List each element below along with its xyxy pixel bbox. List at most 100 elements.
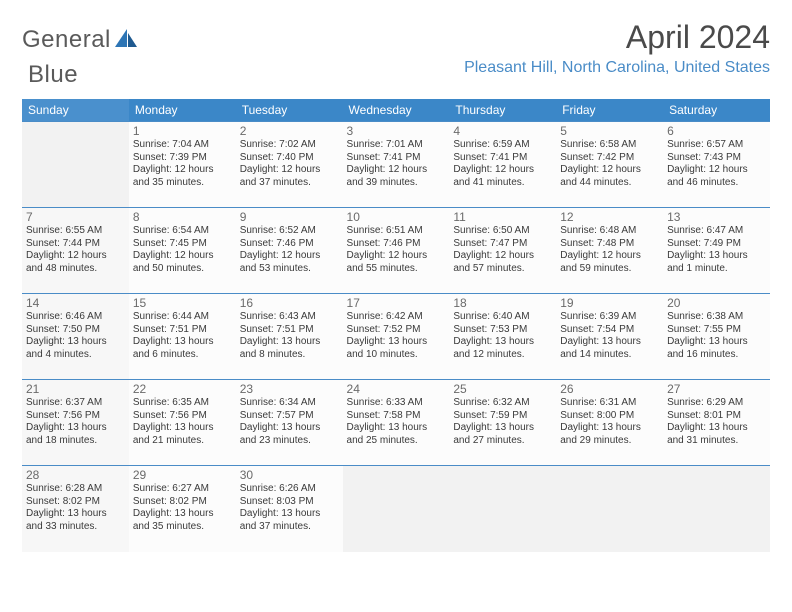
- calendar-day-cell: 21Sunrise: 6:37 AMSunset: 7:56 PMDayligh…: [22, 380, 129, 466]
- day-info: Sunrise: 6:48 AMSunset: 7:48 PMDaylight:…: [560, 225, 659, 275]
- sunset-text: Sunset: 7:41 PM: [347, 152, 446, 165]
- calendar-empty-cell: [449, 466, 556, 552]
- calendar-day-cell: 1Sunrise: 7:04 AMSunset: 7:39 PMDaylight…: [129, 122, 236, 208]
- sunset-text: Sunset: 7:48 PM: [560, 238, 659, 251]
- calendar-day-cell: 14Sunrise: 6:46 AMSunset: 7:50 PMDayligh…: [22, 294, 129, 380]
- calendar-day-cell: 5Sunrise: 6:58 AMSunset: 7:42 PMDaylight…: [556, 122, 663, 208]
- day-number: 8: [133, 210, 232, 224]
- calendar-header-row: SundayMondayTuesdayWednesdayThursdayFrid…: [22, 99, 770, 122]
- sunrise-text: Sunrise: 7:02 AM: [240, 139, 339, 152]
- sail-icon: [113, 27, 139, 54]
- day-number: 27: [667, 382, 766, 396]
- daylight-text: Daylight: 13 hours and 14 minutes.: [560, 336, 659, 361]
- daylight-text: Daylight: 12 hours and 39 minutes.: [347, 164, 446, 189]
- daylight-text: Daylight: 12 hours and 37 minutes.: [240, 164, 339, 189]
- sunset-text: Sunset: 7:59 PM: [453, 410, 552, 423]
- day-number: 3: [347, 124, 446, 138]
- sunrise-text: Sunrise: 6:33 AM: [347, 397, 446, 410]
- calendar-day-cell: 7Sunrise: 6:55 AMSunset: 7:44 PMDaylight…: [22, 208, 129, 294]
- daylight-text: Daylight: 13 hours and 6 minutes.: [133, 336, 232, 361]
- sunset-text: Sunset: 7:51 PM: [240, 324, 339, 337]
- sunrise-text: Sunrise: 6:32 AM: [453, 397, 552, 410]
- calendar-day-cell: 10Sunrise: 6:51 AMSunset: 7:46 PMDayligh…: [343, 208, 450, 294]
- calendar-day-cell: 3Sunrise: 7:01 AMSunset: 7:41 PMDaylight…: [343, 122, 450, 208]
- sunset-text: Sunset: 7:47 PM: [453, 238, 552, 251]
- sunset-text: Sunset: 7:55 PM: [667, 324, 766, 337]
- day-number: 29: [133, 468, 232, 482]
- day-info: Sunrise: 6:47 AMSunset: 7:49 PMDaylight:…: [667, 225, 766, 275]
- daylight-text: Daylight: 13 hours and 18 minutes.: [26, 422, 125, 447]
- day-info: Sunrise: 6:33 AMSunset: 7:58 PMDaylight:…: [347, 397, 446, 447]
- calendar-day-cell: 6Sunrise: 6:57 AMSunset: 7:43 PMDaylight…: [663, 122, 770, 208]
- calendar-day-cell: 4Sunrise: 6:59 AMSunset: 7:41 PMDaylight…: [449, 122, 556, 208]
- daylight-text: Daylight: 13 hours and 10 minutes.: [347, 336, 446, 361]
- calendar-day-cell: 29Sunrise: 6:27 AMSunset: 8:02 PMDayligh…: [129, 466, 236, 552]
- sunset-text: Sunset: 7:43 PM: [667, 152, 766, 165]
- day-info: Sunrise: 6:29 AMSunset: 8:01 PMDaylight:…: [667, 397, 766, 447]
- calendar-week-row: 7Sunrise: 6:55 AMSunset: 7:44 PMDaylight…: [22, 208, 770, 294]
- day-info: Sunrise: 6:58 AMSunset: 7:42 PMDaylight:…: [560, 139, 659, 189]
- day-number: 15: [133, 296, 232, 310]
- day-info: Sunrise: 7:04 AMSunset: 7:39 PMDaylight:…: [133, 139, 232, 189]
- sunset-text: Sunset: 7:56 PM: [26, 410, 125, 423]
- sunrise-text: Sunrise: 6:43 AM: [240, 311, 339, 324]
- day-info: Sunrise: 7:01 AMSunset: 7:41 PMDaylight:…: [347, 139, 446, 189]
- day-number: 28: [26, 468, 125, 482]
- day-number: 17: [347, 296, 446, 310]
- day-number: 20: [667, 296, 766, 310]
- day-number: 13: [667, 210, 766, 224]
- calendar-day-cell: 20Sunrise: 6:38 AMSunset: 7:55 PMDayligh…: [663, 294, 770, 380]
- day-info: Sunrise: 6:31 AMSunset: 8:00 PMDaylight:…: [560, 397, 659, 447]
- sunrise-text: Sunrise: 6:29 AM: [667, 397, 766, 410]
- calendar-day-cell: 8Sunrise: 6:54 AMSunset: 7:45 PMDaylight…: [129, 208, 236, 294]
- calendar-week-row: 28Sunrise: 6:28 AMSunset: 8:02 PMDayligh…: [22, 466, 770, 552]
- calendar-day-cell: 27Sunrise: 6:29 AMSunset: 8:01 PMDayligh…: [663, 380, 770, 466]
- weekday-header: Tuesday: [236, 99, 343, 122]
- sunrise-text: Sunrise: 6:50 AM: [453, 225, 552, 238]
- sunrise-text: Sunrise: 6:27 AM: [133, 483, 232, 496]
- sunset-text: Sunset: 7:53 PM: [453, 324, 552, 337]
- sunset-text: Sunset: 7:41 PM: [453, 152, 552, 165]
- daylight-text: Daylight: 13 hours and 27 minutes.: [453, 422, 552, 447]
- day-info: Sunrise: 6:35 AMSunset: 7:56 PMDaylight:…: [133, 397, 232, 447]
- sunset-text: Sunset: 7:50 PM: [26, 324, 125, 337]
- weekday-header: Sunday: [22, 99, 129, 122]
- sunset-text: Sunset: 7:52 PM: [347, 324, 446, 337]
- daylight-text: Daylight: 12 hours and 46 minutes.: [667, 164, 766, 189]
- sunset-text: Sunset: 7:42 PM: [560, 152, 659, 165]
- weekday-header: Wednesday: [343, 99, 450, 122]
- daylight-text: Daylight: 13 hours and 25 minutes.: [347, 422, 446, 447]
- sunrise-text: Sunrise: 6:38 AM: [667, 311, 766, 324]
- sunrise-text: Sunrise: 6:42 AM: [347, 311, 446, 324]
- day-info: Sunrise: 6:52 AMSunset: 7:46 PMDaylight:…: [240, 225, 339, 275]
- day-info: Sunrise: 6:32 AMSunset: 7:59 PMDaylight:…: [453, 397, 552, 447]
- day-info: Sunrise: 6:57 AMSunset: 7:43 PMDaylight:…: [667, 139, 766, 189]
- day-number: 24: [347, 382, 446, 396]
- daylight-text: Daylight: 12 hours and 41 minutes.: [453, 164, 552, 189]
- day-info: Sunrise: 6:44 AMSunset: 7:51 PMDaylight:…: [133, 311, 232, 361]
- sunrise-text: Sunrise: 7:04 AM: [133, 139, 232, 152]
- day-number: 23: [240, 382, 339, 396]
- daylight-text: Daylight: 12 hours and 59 minutes.: [560, 250, 659, 275]
- sunrise-text: Sunrise: 6:35 AM: [133, 397, 232, 410]
- sunrise-text: Sunrise: 6:37 AM: [26, 397, 125, 410]
- calendar-day-cell: 2Sunrise: 7:02 AMSunset: 7:40 PMDaylight…: [236, 122, 343, 208]
- day-info: Sunrise: 7:02 AMSunset: 7:40 PMDaylight:…: [240, 139, 339, 189]
- day-number: 4: [453, 124, 552, 138]
- calendar-day-cell: 26Sunrise: 6:31 AMSunset: 8:00 PMDayligh…: [556, 380, 663, 466]
- calendar-day-cell: 28Sunrise: 6:28 AMSunset: 8:02 PMDayligh…: [22, 466, 129, 552]
- sunrise-text: Sunrise: 6:31 AM: [560, 397, 659, 410]
- sunrise-text: Sunrise: 6:51 AM: [347, 225, 446, 238]
- calendar-day-cell: 18Sunrise: 6:40 AMSunset: 7:53 PMDayligh…: [449, 294, 556, 380]
- daylight-text: Daylight: 13 hours and 37 minutes.: [240, 508, 339, 533]
- day-number: 12: [560, 210, 659, 224]
- sunset-text: Sunset: 7:57 PM: [240, 410, 339, 423]
- sunrise-text: Sunrise: 6:46 AM: [26, 311, 125, 324]
- sunset-text: Sunset: 8:02 PM: [26, 496, 125, 509]
- day-number: 25: [453, 382, 552, 396]
- day-info: Sunrise: 6:27 AMSunset: 8:02 PMDaylight:…: [133, 483, 232, 533]
- day-number: 22: [133, 382, 232, 396]
- day-info: Sunrise: 6:55 AMSunset: 7:44 PMDaylight:…: [26, 225, 125, 275]
- daylight-text: Daylight: 12 hours and 53 minutes.: [240, 250, 339, 275]
- daylight-text: Daylight: 13 hours and 33 minutes.: [26, 508, 125, 533]
